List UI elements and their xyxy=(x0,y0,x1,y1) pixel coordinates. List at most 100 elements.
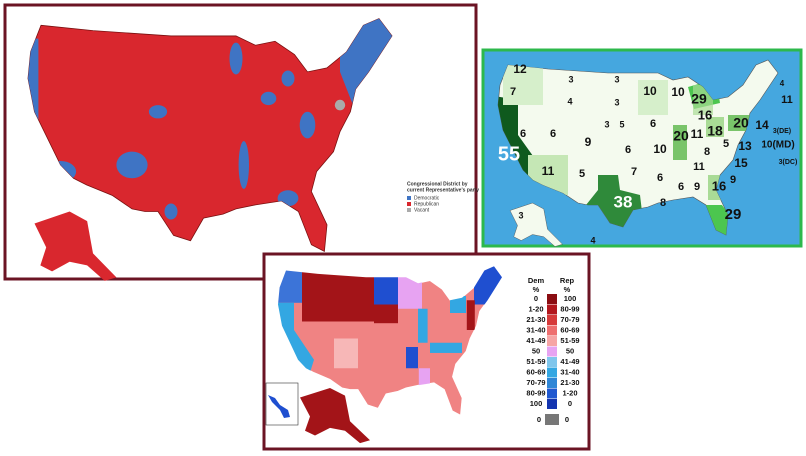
legend-swatch xyxy=(547,315,557,325)
state xyxy=(406,347,418,369)
ev-label: 3 xyxy=(614,74,619,84)
legend-swatch xyxy=(547,378,557,388)
state xyxy=(450,296,466,313)
ev-label: 18 xyxy=(707,123,723,139)
ev-label: 11 xyxy=(781,94,793,106)
state xyxy=(334,338,358,369)
ev-label: 8 xyxy=(704,146,710,158)
state xyxy=(430,342,462,353)
ev-label: 10 xyxy=(671,85,685,99)
legend-label: 21-30 xyxy=(560,378,579,387)
dem-region xyxy=(116,151,148,179)
state xyxy=(586,175,643,230)
ev-label: 6 xyxy=(678,181,684,193)
dem-region xyxy=(299,111,316,139)
state xyxy=(703,205,733,235)
ev-label: 9 xyxy=(585,135,592,149)
dem-region xyxy=(229,42,243,75)
legend-swatch xyxy=(407,196,411,200)
legend-label: 31-40 xyxy=(526,325,545,334)
legend-label: 0 xyxy=(534,294,538,303)
legend-swatch xyxy=(547,325,557,336)
state xyxy=(673,125,687,160)
ev-label: 12 xyxy=(513,62,527,76)
dem-region xyxy=(238,141,249,189)
ev-label: 3 xyxy=(568,74,573,84)
state xyxy=(728,115,750,131)
legend-swatch xyxy=(547,294,557,304)
ev-label: 16 xyxy=(712,178,726,193)
legend-label: 50 xyxy=(532,346,540,355)
legend-label: Republican xyxy=(414,201,439,207)
ev-label: 4 xyxy=(567,96,572,106)
legend-label: 60-69 xyxy=(560,325,579,334)
legend-label: 0 xyxy=(537,415,541,424)
ev-label: 3 xyxy=(604,119,609,129)
legend-title: Congressional District by xyxy=(407,181,468,187)
ev-label: 5 xyxy=(579,168,585,180)
dem-region xyxy=(164,203,178,220)
ev-label: 3(DC) xyxy=(779,159,798,166)
legend-swatch xyxy=(547,346,557,357)
ev-label: 29 xyxy=(725,206,742,223)
ev-label: 38 xyxy=(614,192,633,211)
dem-region xyxy=(148,105,168,119)
ev-label: 55 xyxy=(498,143,520,165)
ev-label: 7 xyxy=(631,166,637,178)
ev-label: 10 xyxy=(643,84,657,98)
state xyxy=(706,117,724,137)
ev-label: 11 xyxy=(542,164,555,178)
legend-label: 60-69 xyxy=(526,367,545,376)
legend-label: 100 xyxy=(530,399,543,408)
ev-label: 9 xyxy=(730,174,736,186)
state xyxy=(418,308,428,343)
inset-frame xyxy=(265,382,299,426)
legend-label: 51-59 xyxy=(560,336,579,345)
legend-header: % xyxy=(533,285,540,294)
legend-swatch xyxy=(547,304,557,315)
ev-label: 6 xyxy=(550,128,556,140)
legend-header: % xyxy=(564,285,571,294)
state-shading xyxy=(498,60,750,235)
legend-title: current Representative's party xyxy=(407,187,479,193)
ev-label: 6 xyxy=(520,128,526,140)
hawaii xyxy=(268,395,290,418)
ev-label: 3(DE) xyxy=(773,128,791,135)
margin-legend: Dem % Rep % 0 100 1-20 80-99 21-30 70-79 31-40… xyxy=(526,276,580,425)
legend-label: 51-59 xyxy=(526,357,545,366)
ev-label: 10 xyxy=(653,142,667,156)
legend-label: 21-30 xyxy=(526,315,545,324)
legend-label: Democratic xyxy=(414,195,440,201)
legend-swatch xyxy=(547,367,557,378)
legend-label: 41-49 xyxy=(526,336,545,345)
ev-label: 15 xyxy=(734,156,748,170)
ev-label: 3 xyxy=(518,210,523,220)
ev-label: 16 xyxy=(698,107,712,122)
state xyxy=(466,300,475,330)
legend-swatch xyxy=(545,414,559,425)
ev-label: 6 xyxy=(625,144,631,156)
ev-label: 11 xyxy=(693,161,705,173)
ev-label: 4 xyxy=(780,79,785,88)
ev-label: 5 xyxy=(619,119,624,129)
state xyxy=(374,304,398,324)
legend-swatch xyxy=(407,202,411,206)
legend-swatch xyxy=(407,208,411,212)
legend-label: 1-20 xyxy=(528,304,543,313)
ev-label: 7 xyxy=(510,86,516,98)
vacant-region xyxy=(334,99,346,111)
legend-label: 0 xyxy=(568,399,572,408)
legend-label: 100 xyxy=(564,294,577,303)
legend-label: Vacant xyxy=(414,207,430,213)
legend-label: 70-79 xyxy=(560,315,579,324)
ev-label: 8 xyxy=(660,197,666,209)
legend-label: 70-79 xyxy=(526,378,545,387)
ev-label: 4 xyxy=(590,235,595,245)
electoral-labels: 12 7 3 3 4 3 10 10 16 29 3 5 6 6 6 9 6 1… xyxy=(498,62,797,245)
ev-label: 11 xyxy=(691,127,704,141)
ev-label: 3 xyxy=(614,97,619,107)
ev-label: 5 xyxy=(723,138,729,150)
legend-label: 31-40 xyxy=(560,367,579,376)
legend-swatch xyxy=(547,336,557,346)
